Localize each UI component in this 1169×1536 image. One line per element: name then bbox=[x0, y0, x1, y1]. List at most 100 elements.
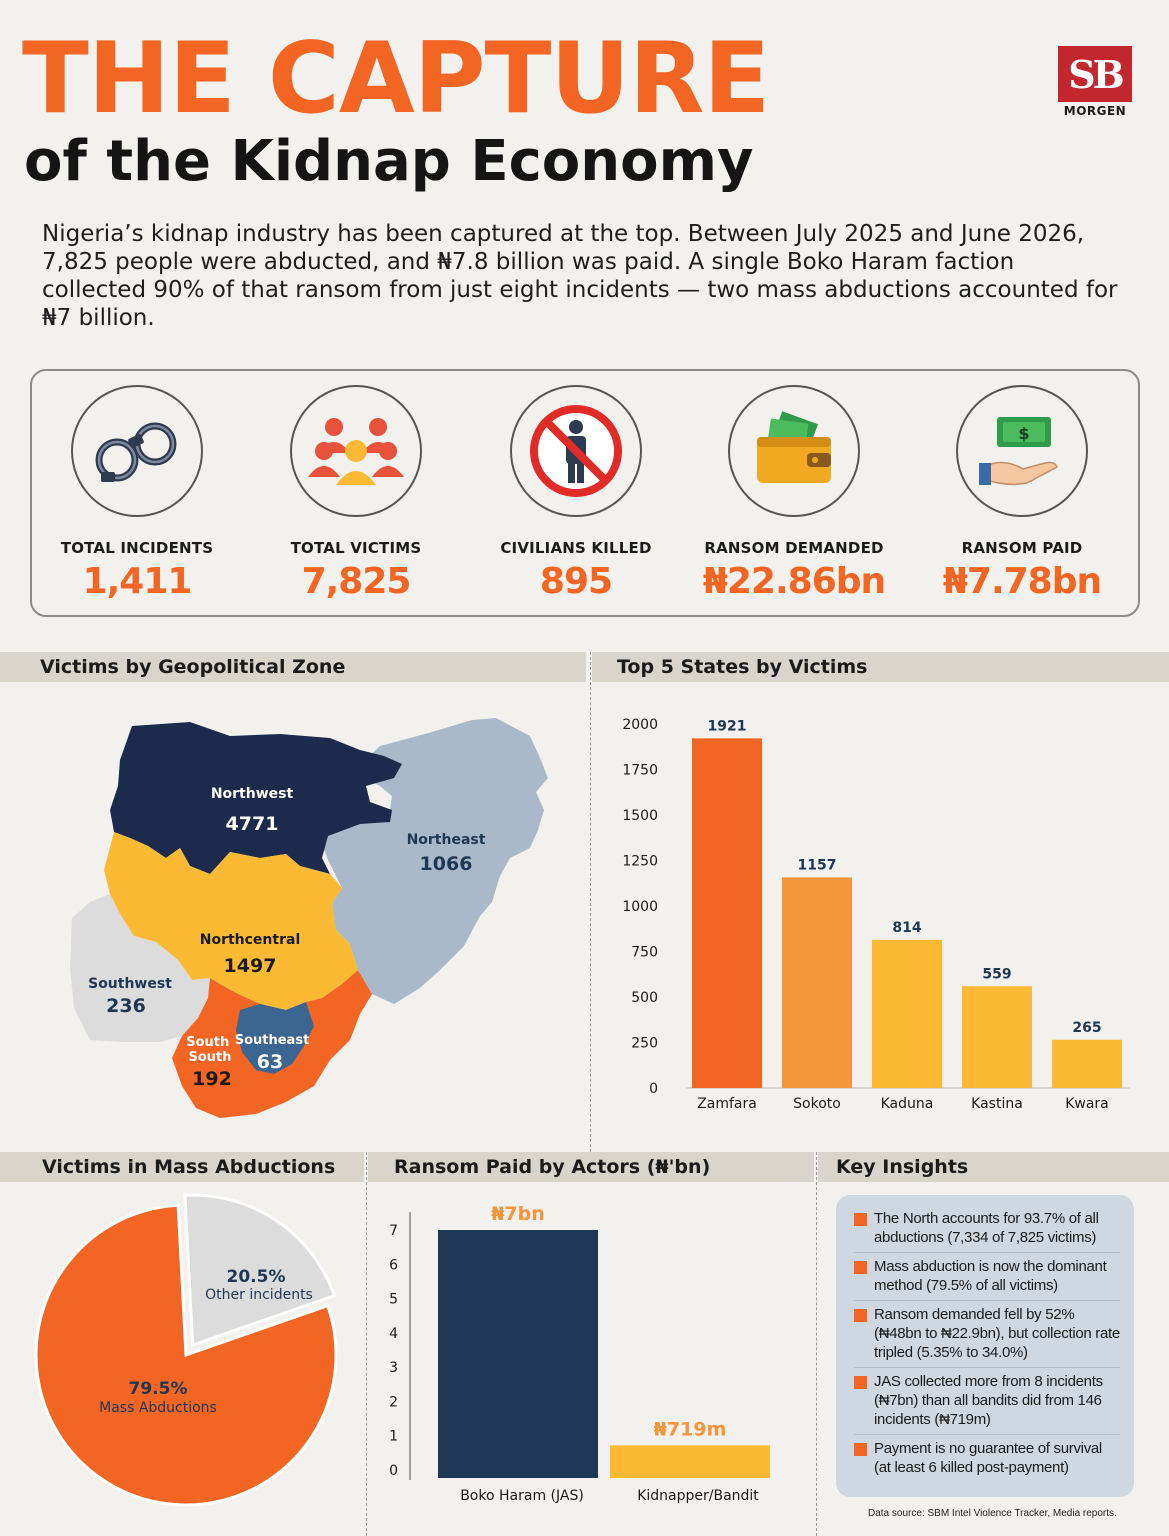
y-tick-label: 4 bbox=[389, 1326, 398, 1342]
stat-label: CIVILIANS KILLED bbox=[500, 539, 652, 557]
y-tick-label: 1 bbox=[389, 1429, 398, 1445]
x-tick-label: Kidnapper/Bandit bbox=[637, 1488, 759, 1504]
bar-data-label: 1921 bbox=[708, 718, 747, 734]
pie-pct-other: 20.5% bbox=[227, 1267, 286, 1287]
insight-text: Mass abduction is now the dominant metho… bbox=[874, 1258, 1107, 1294]
map-label-south-south: South South bbox=[186, 1035, 234, 1065]
pie-label-other: Other incidents bbox=[205, 1287, 313, 1303]
x-tick-label: Kaduna bbox=[881, 1096, 934, 1112]
divider bbox=[366, 1152, 367, 1536]
no-person-icon bbox=[510, 385, 642, 517]
insight-item: Payment is no guarantee of survival (at … bbox=[854, 1435, 1120, 1482]
stats-panel: TOTAL INCIDENTS 1,411 TOTAL VICTIMS 7,82… bbox=[30, 369, 1140, 617]
handcuffs-icon bbox=[71, 385, 203, 517]
bar-data-label: 1157 bbox=[798, 857, 837, 873]
pie-slice-other-incidents bbox=[183, 1193, 337, 1348]
insight-item: The North accounts for 93.7% of all abdu… bbox=[854, 1205, 1120, 1253]
map-value-northcentral: 1497 bbox=[224, 955, 277, 977]
bullet-square-icon bbox=[854, 1376, 867, 1389]
stat-label: TOTAL INCIDENTS bbox=[60, 539, 214, 557]
bar-data-label: 265 bbox=[1072, 1020, 1101, 1036]
x-tick-label: Kwara bbox=[1065, 1096, 1109, 1112]
page-subtitle: of the Kidnap Economy bbox=[24, 129, 754, 194]
bullet-square-icon bbox=[854, 1443, 867, 1456]
map-label-south-south-line2: South bbox=[188, 1050, 231, 1065]
states-bar-chart: 0 250 500 750 1000 1250 1500 1750 2000 1921 Zamfar… bbox=[622, 717, 1130, 1112]
stat-total-incidents: TOTAL INCIDENTS 1,411 bbox=[27, 385, 247, 602]
divider bbox=[816, 1152, 817, 1536]
bullet-square-icon bbox=[854, 1213, 867, 1226]
y-tick-label: 0 bbox=[389, 1463, 398, 1479]
stat-label: RANSOM DEMANDED bbox=[704, 539, 884, 557]
y-tick-label: 1250 bbox=[622, 854, 658, 870]
map-label-southeast: Southeast bbox=[235, 1033, 310, 1048]
wallet-icon bbox=[728, 385, 860, 517]
stat-label: TOTAL VICTIMS bbox=[290, 539, 422, 557]
y-tick-label: 2 bbox=[389, 1394, 398, 1410]
x-tick-label: Boko Haram (JAS) bbox=[460, 1488, 584, 1504]
insight-item: JAS collected more from 8 incidents (₦7b… bbox=[854, 1368, 1120, 1435]
region-southwest bbox=[70, 894, 210, 1042]
bullet-square-icon bbox=[854, 1261, 867, 1274]
map-value-south-south: 192 bbox=[192, 1068, 232, 1090]
stat-value: ₦22.86bn bbox=[702, 561, 886, 602]
bullet-square-icon bbox=[854, 1309, 867, 1322]
bar-data-label: ₦719m bbox=[654, 1418, 727, 1440]
insight-text: Payment is no guarantee of survival (at … bbox=[874, 1440, 1102, 1476]
data-source-note: Data source: SBM Intel Violence Tracker,… bbox=[868, 1508, 1117, 1519]
logo-text: MORGEN bbox=[1063, 104, 1127, 118]
x-tick-label: Zamfara bbox=[697, 1096, 757, 1112]
y-tick-label: 6 bbox=[389, 1257, 398, 1273]
hand-money-icon: $ bbox=[956, 385, 1088, 517]
y-tick-label: 7 bbox=[389, 1223, 398, 1239]
key-insights-panel: The North accounts for 93.7% of all abdu… bbox=[836, 1195, 1134, 1497]
stat-ransom-paid: $ RANSOM PAID ₦7.78bn bbox=[912, 385, 1132, 602]
map-value-northeast: 1066 bbox=[420, 853, 473, 875]
map-value-northwest: 4771 bbox=[226, 813, 279, 835]
bar bbox=[438, 1230, 598, 1478]
bar bbox=[962, 986, 1032, 1088]
y-tick-label: 250 bbox=[631, 1036, 658, 1052]
y-tick-label: 1500 bbox=[622, 808, 658, 824]
y-tick-label: 3 bbox=[389, 1360, 398, 1376]
divider bbox=[590, 652, 591, 1152]
stat-value: 7,825 bbox=[301, 561, 412, 602]
insight-item: Mass abduction is now the dominant metho… bbox=[854, 1253, 1120, 1301]
nigeria-zone-map: Northwest 4771 Northeast 1066 Northcentr… bbox=[70, 718, 548, 1118]
bar bbox=[872, 939, 942, 1088]
region-southeast bbox=[236, 1002, 314, 1074]
pie-label-mass: Mass Abductions bbox=[99, 1400, 217, 1416]
map-label-northcentral: Northcentral bbox=[200, 932, 301, 948]
brand-logo: SB MORGEN bbox=[1058, 46, 1132, 118]
stat-ransom-demanded: RANSOM DEMANDED ₦22.86bn bbox=[684, 385, 904, 602]
svg-text:$: $ bbox=[1018, 424, 1029, 443]
stat-value: 895 bbox=[539, 561, 613, 602]
bar-data-label: 559 bbox=[982, 966, 1011, 982]
x-tick-label: Sokoto bbox=[793, 1096, 841, 1112]
pie-slice-mass-abductions bbox=[34, 1203, 338, 1507]
map-label-northwest: Northwest bbox=[211, 786, 294, 802]
map-label-northeast: Northeast bbox=[407, 832, 486, 848]
intro-paragraph: Nigeria’s kidnap industry has been captu… bbox=[42, 221, 1118, 331]
actors-bar-chart: 0 1 2 3 4 5 6 7 ₦7bn Boko Haram (JAS) ₦719m Kidnapp… bbox=[389, 1203, 770, 1504]
section-header-insights: Key Insights bbox=[818, 1152, 1169, 1182]
section-header-actors: Ransom Paid by Actors (₦'bn) bbox=[368, 1152, 814, 1182]
y-tick-label: 5 bbox=[389, 1292, 398, 1308]
stat-total-victims: TOTAL VICTIMS 7,825 bbox=[246, 385, 466, 602]
section-header-states: Top 5 States by Victims bbox=[592, 652, 1169, 682]
insight-item: Ransom demanded fell by 52% (₦48bn to ₦2… bbox=[854, 1301, 1120, 1368]
map-label-southwest: Southwest bbox=[88, 976, 172, 992]
section-header-zones: Victims by Geopolitical Zone bbox=[0, 652, 586, 682]
section-header-mass: Victims in Mass Abductions bbox=[0, 1152, 364, 1182]
stat-value: ₦7.78bn bbox=[942, 561, 1102, 602]
x-tick-label: Kastina bbox=[971, 1096, 1023, 1112]
logo-mark: SB bbox=[1058, 46, 1132, 102]
y-tick-label: 750 bbox=[631, 945, 658, 961]
bar bbox=[692, 738, 762, 1088]
region-northeast bbox=[322, 718, 548, 1004]
map-value-southwest: 236 bbox=[106, 995, 146, 1017]
bar bbox=[782, 877, 852, 1088]
bar bbox=[1052, 1039, 1122, 1088]
region-northcentral bbox=[104, 832, 358, 1010]
map-value-southeast: 63 bbox=[257, 1051, 283, 1073]
